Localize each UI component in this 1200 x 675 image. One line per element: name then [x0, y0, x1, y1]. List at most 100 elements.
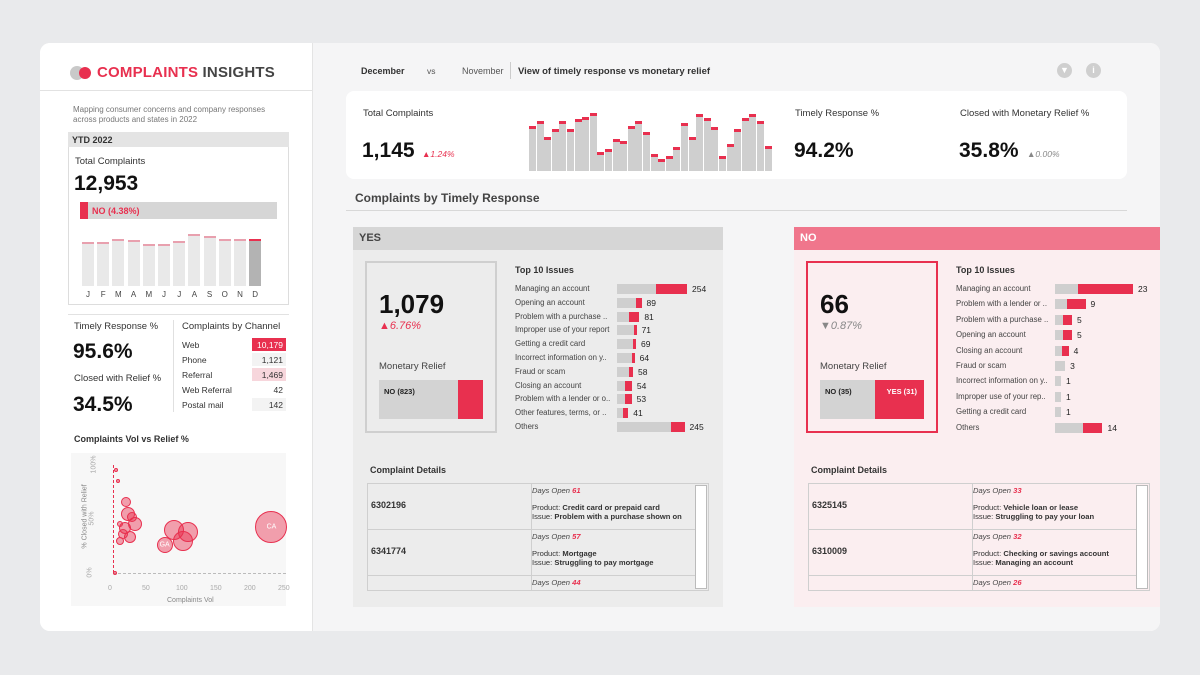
scatter-bubble[interactable]	[114, 468, 119, 473]
issue-row: Other features, terms, or .. 41	[515, 407, 725, 419]
issue-bar-gray	[1055, 330, 1064, 341]
issue-name: Managing an account	[515, 284, 590, 293]
detail-row[interactable]: Days Open 44	[368, 576, 695, 590]
channel-value: 142	[252, 398, 286, 411]
daily-bar-cap	[589, 113, 597, 116]
issue-bar-red	[1063, 330, 1072, 341]
daily-bar	[696, 114, 704, 171]
scatter-bubble[interactable]	[115, 479, 120, 484]
no-value: 66	[820, 289, 849, 319]
issue-row: Incorrect information on y.. 1	[956, 375, 1160, 387]
scatter-bubble[interactable]	[113, 571, 118, 575]
daily-bar-cap	[726, 144, 734, 147]
issue-row: Others 245	[515, 421, 725, 433]
daily-bar	[734, 129, 742, 171]
issue-bar-red	[655, 284, 687, 294]
issue-bar-gray	[617, 366, 629, 377]
scatter-x-label: Complaints Vol	[167, 597, 214, 604]
daily-bar-cap	[605, 149, 612, 152]
issue-bar-red	[1061, 345, 1069, 356]
issue-bar-red	[1067, 299, 1086, 310]
details-scrollbar[interactable]	[695, 485, 707, 589]
product-line: Product: Checking or savings account	[973, 549, 1109, 558]
compare-month-b[interactable]: November	[462, 66, 504, 76]
month-bar	[173, 241, 186, 286]
days-open-value: 32	[1013, 532, 1022, 541]
channel-row: Referral 1,469	[182, 368, 286, 381]
no-relief-no-label: NO (35)	[825, 387, 852, 396]
scatter-y-tick: 100%	[90, 455, 98, 474]
channel-row: Phone 1,121	[182, 353, 286, 366]
scatter-bubble[interactable]	[173, 530, 194, 551]
days-open: Days Open 61	[532, 486, 581, 495]
daily-bar-cap	[559, 121, 567, 124]
yes-issues-title: Top 10 Issues	[515, 265, 574, 275]
app-subtitle: Mapping consumer concerns and company re…	[73, 105, 266, 124]
channel-row: Web Referral 42	[182, 383, 286, 396]
complaint-id: 6341774	[371, 546, 407, 556]
month-bar-cap	[203, 236, 216, 238]
daily-bar-cap	[574, 119, 582, 122]
daily-bar-cap	[741, 118, 749, 121]
issue-value: 1	[1066, 376, 1071, 387]
scatter-bubble[interactable]	[120, 496, 131, 507]
compare-month-a[interactable]: December	[361, 66, 405, 76]
issue-name: Getting a credit card	[515, 339, 586, 349]
issue-line: Issue: Struggling to pay your loan	[973, 512, 1095, 521]
days-open-value: 26	[1013, 578, 1022, 587]
issue-value: 254	[692, 284, 707, 294]
daily-bar	[665, 156, 673, 171]
daily-bar-cap	[665, 156, 673, 159]
issue-name: Opening an account	[515, 297, 585, 307]
logo-icon	[70, 66, 94, 80]
info-icon[interactable]: i	[1086, 63, 1101, 78]
daily-bar-cap	[711, 127, 719, 130]
days-open-value: 44	[572, 578, 581, 587]
month-bar-cap	[127, 240, 140, 242]
scatter-bubble[interactable]	[127, 511, 138, 522]
scatter-bubble[interactable]: GA	[156, 536, 173, 553]
issue-value: 23	[1138, 284, 1148, 294]
issue-value: 41	[633, 408, 643, 419]
days-open: Days Open 26	[973, 578, 1022, 587]
month-bar	[234, 239, 246, 286]
details-scrollbar[interactable]	[1136, 485, 1148, 589]
yes-relief-bar: NO (823)	[379, 380, 483, 419]
filter-icon[interactable]: ▼	[1057, 63, 1072, 78]
month-label: M	[145, 290, 153, 299]
product-line: Product: Mortgage	[532, 549, 597, 558]
scatter-bubble[interactable]	[115, 536, 124, 545]
month-bar-cap	[173, 241, 186, 243]
issue-bar-gray	[1055, 376, 1061, 387]
issue-name: Problem with a lender or o..	[515, 394, 611, 404]
scatter-plot: 100% 50% 0% 0 50 100 150 200 250 % Closed with Re…	[71, 453, 290, 606]
daily-bar	[643, 132, 650, 171]
issue-bar-red	[1083, 422, 1103, 433]
yes-panel: YES 1,079 ▲6.76% Monetary Relief NO (823…	[353, 227, 723, 607]
detail-row[interactable]: 6341774 Days Open 57 Product: Mortgage Issu…	[368, 530, 695, 576]
scatter-bubble[interactable]: CA	[255, 510, 288, 543]
issue-line: Issue: Struggling to pay mortgage	[532, 558, 654, 567]
detail-info: Days Open 61 Product: Credit card or prep…	[531, 484, 695, 530]
kpi-total-value: 1,145	[362, 139, 415, 162]
detail-row[interactable]: 6310009 Days Open 32 Product: Checking or …	[809, 530, 1136, 576]
issue-name: Opening an account	[956, 330, 1026, 340]
yes-details-table[interactable]: 6302196 Days Open 61 Product: Credit card …	[367, 483, 709, 591]
scatter-bubble[interactable]	[117, 521, 124, 528]
detail-row[interactable]: 6325145 Days Open 33 Product: Vehicle loan…	[809, 484, 1136, 530]
scatter-title: Complaints Vol vs Relief %	[74, 434, 189, 444]
detail-info: Days Open 44	[531, 576, 695, 590]
issue-bar-red	[671, 422, 685, 432]
ytd-no-bar: NO (4.38%)	[80, 202, 277, 219]
timely-value: 95.6%	[73, 340, 133, 363]
days-open: Days Open 44	[532, 578, 581, 587]
daily-bar-cap	[696, 114, 704, 117]
no-details-table[interactable]: 6325145 Days Open 33 Product: Vehicle loan…	[808, 483, 1150, 591]
issue-row: Problem with a purchase .. 81	[515, 311, 725, 323]
detail-row[interactable]: Days Open 26	[809, 576, 1136, 590]
daily-bar	[582, 117, 590, 171]
detail-row[interactable]: 6302196 Days Open 61 Product: Credit card …	[368, 484, 695, 530]
scatter-x-axis	[113, 573, 286, 574]
issue-row: Managing an account 23	[956, 283, 1160, 295]
issue-row: Fraud or scam 3	[956, 360, 1160, 372]
